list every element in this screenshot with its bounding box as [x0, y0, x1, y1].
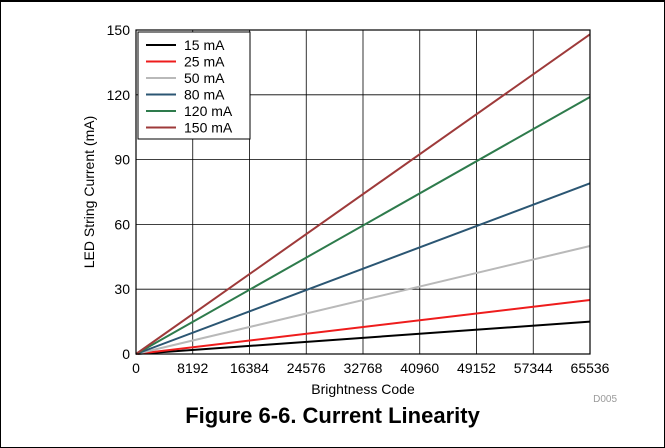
top-rule: [0, 0, 665, 2]
x-tick-label: 16384: [230, 360, 269, 376]
y-tick-label: 0: [122, 346, 130, 362]
legend-label: 150 mA: [184, 120, 233, 136]
y-tick-label: 150: [107, 22, 131, 38]
legend-label: 25 mA: [184, 54, 225, 70]
y-tick-label: 30: [114, 281, 130, 297]
y-axis-label: LED String Current (mA): [81, 116, 97, 268]
y-tick-label: 60: [114, 216, 130, 232]
x-axis-label: Brightness Code: [311, 381, 415, 397]
plot-border: [135, 29, 591, 355]
x-tick-label: 40960: [400, 360, 439, 376]
series-line-4: [135, 182, 591, 355]
figure-code: D005: [593, 394, 617, 405]
x-tick-label: 32768: [344, 360, 383, 376]
legend-label: 80 mA: [184, 87, 225, 103]
series-line-2: [135, 299, 591, 355]
series-line-3: [135, 245, 591, 355]
x-tick-label: 65536: [571, 360, 610, 376]
x-tick-label: 8192: [177, 360, 208, 376]
x-tick-label: 24576: [287, 360, 326, 376]
series-line-1: [135, 320, 591, 355]
series-lines: [135, 33, 591, 355]
legend-box: [137, 31, 251, 140]
x-tick-label: 57344: [514, 360, 553, 376]
legend-label: 50 mA: [184, 70, 225, 86]
legend-label: 120 mA: [184, 103, 233, 119]
series-line-5: [135, 96, 591, 355]
x-tick-label: 0: [132, 360, 140, 376]
y-tick-label: 120: [107, 87, 131, 103]
x-tick-label: 49152: [457, 360, 496, 376]
x-tick-labels: 0 8192 16384 24576 32768 40960 49152 57344 65536: [132, 360, 610, 376]
legend-label: 15 mA: [184, 37, 225, 53]
figure-caption: Figure 6-6. Current Linearity: [185, 403, 480, 428]
series-line-6: [135, 33, 591, 355]
y-tick-labels: 0 30 60 90 120 150: [107, 22, 131, 362]
y-tick-label: 90: [114, 152, 130, 168]
